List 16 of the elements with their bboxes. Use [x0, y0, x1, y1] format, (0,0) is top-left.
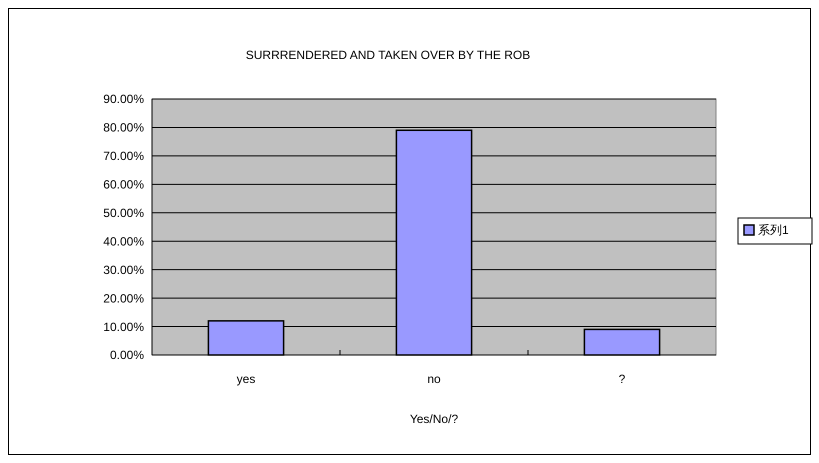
x-tick-label: ? [618, 372, 626, 386]
y-tick-label: 90.00% [103, 92, 144, 106]
legend-label: 系列1 [758, 223, 789, 238]
y-tick-label: 10.00% [103, 320, 144, 334]
y-tick-label: 30.00% [103, 262, 144, 277]
y-tick-label: 60.00% [103, 178, 144, 192]
y-tick-label: 80.00% [103, 120, 144, 135]
chart-title: SURRRENDERED AND TAKEN OVER BY THE ROB [246, 48, 530, 62]
y-tick-label: 40.00% [103, 234, 144, 248]
x-tick-label: no [427, 372, 441, 386]
y-tick-label: 0.00% [110, 348, 144, 362]
x-tick-label: yes [236, 372, 256, 386]
x-axis-title: Yes/No/? [410, 412, 458, 426]
y-tick-label: 20.00% [103, 291, 144, 306]
y-tick-label: 70.00% [103, 149, 144, 164]
y-tick-label: 50.00% [103, 206, 144, 220]
